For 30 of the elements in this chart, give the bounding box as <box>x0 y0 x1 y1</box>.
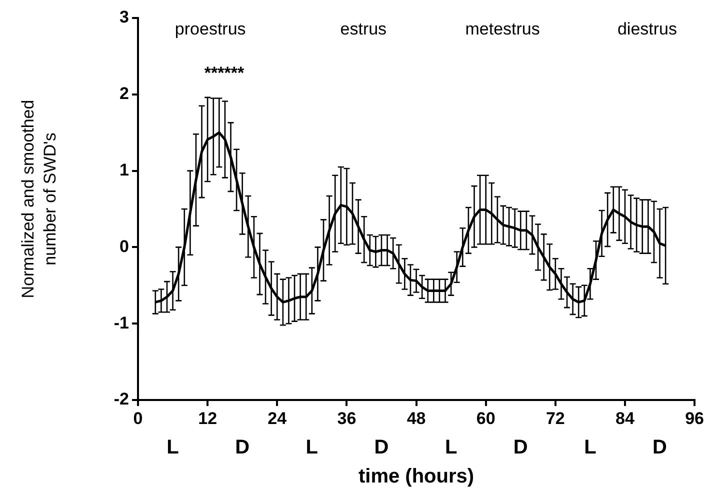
text: D <box>513 436 528 459</box>
x-tick-label: 72 <box>546 408 565 428</box>
text: D <box>652 436 667 459</box>
x-axis-title: time (hours) <box>358 466 474 488</box>
x-tick-label: 12 <box>198 408 218 428</box>
x-tick-label: 48 <box>406 408 426 428</box>
text: D <box>235 436 250 459</box>
text: L <box>584 436 596 459</box>
annotation: estrus <box>340 20 387 39</box>
x-tick-label: 84 <box>616 408 635 428</box>
text: L <box>444 436 458 459</box>
text: L <box>306 436 318 459</box>
annotation: proestrus <box>174 20 246 39</box>
annotation: ****** <box>204 64 244 83</box>
y-tick-label: -2 <box>114 390 129 409</box>
x-tick-label: 0 <box>133 408 143 428</box>
annotation: metestrus <box>465 20 540 39</box>
y-tick-label: 1 <box>120 160 129 180</box>
text: D <box>374 436 389 459</box>
text: L <box>166 436 179 459</box>
x-tick-label: 60 <box>476 408 496 428</box>
y-tick-label: 2 <box>120 84 129 104</box>
annotation: diestrus <box>617 20 678 39</box>
x-tick-label: 36 <box>337 408 356 428</box>
x-tick-label: 24 <box>268 408 288 428</box>
y-tick-label: 0 <box>120 236 129 256</box>
x-tick-label: 96 <box>685 408 704 428</box>
y-axis-title: Normalized and smoothed number of SWD's <box>18 100 60 298</box>
y-tick-label: -1 <box>114 313 129 332</box>
y-tick-label: 3 <box>120 8 129 27</box>
